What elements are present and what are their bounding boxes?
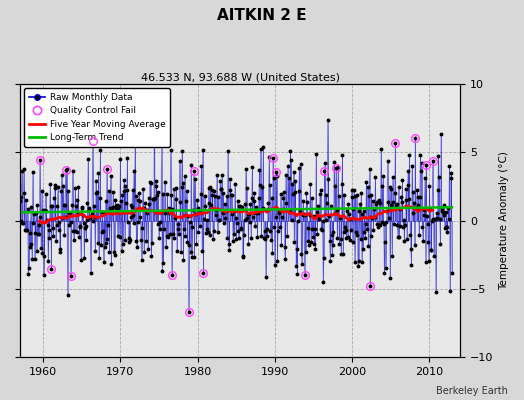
Text: Berkeley Earth: Berkeley Earth: [436, 386, 508, 396]
Text: AITKIN 2 E: AITKIN 2 E: [217, 8, 307, 23]
Legend: Raw Monthly Data, Quality Control Fail, Five Year Moving Average, Long-Term Tren: Raw Monthly Data, Quality Control Fail, …: [25, 88, 170, 147]
Y-axis label: Temperature Anomaly (°C): Temperature Anomaly (°C): [499, 151, 509, 290]
Title: 46.533 N, 93.688 W (United States): 46.533 N, 93.688 W (United States): [140, 73, 340, 83]
